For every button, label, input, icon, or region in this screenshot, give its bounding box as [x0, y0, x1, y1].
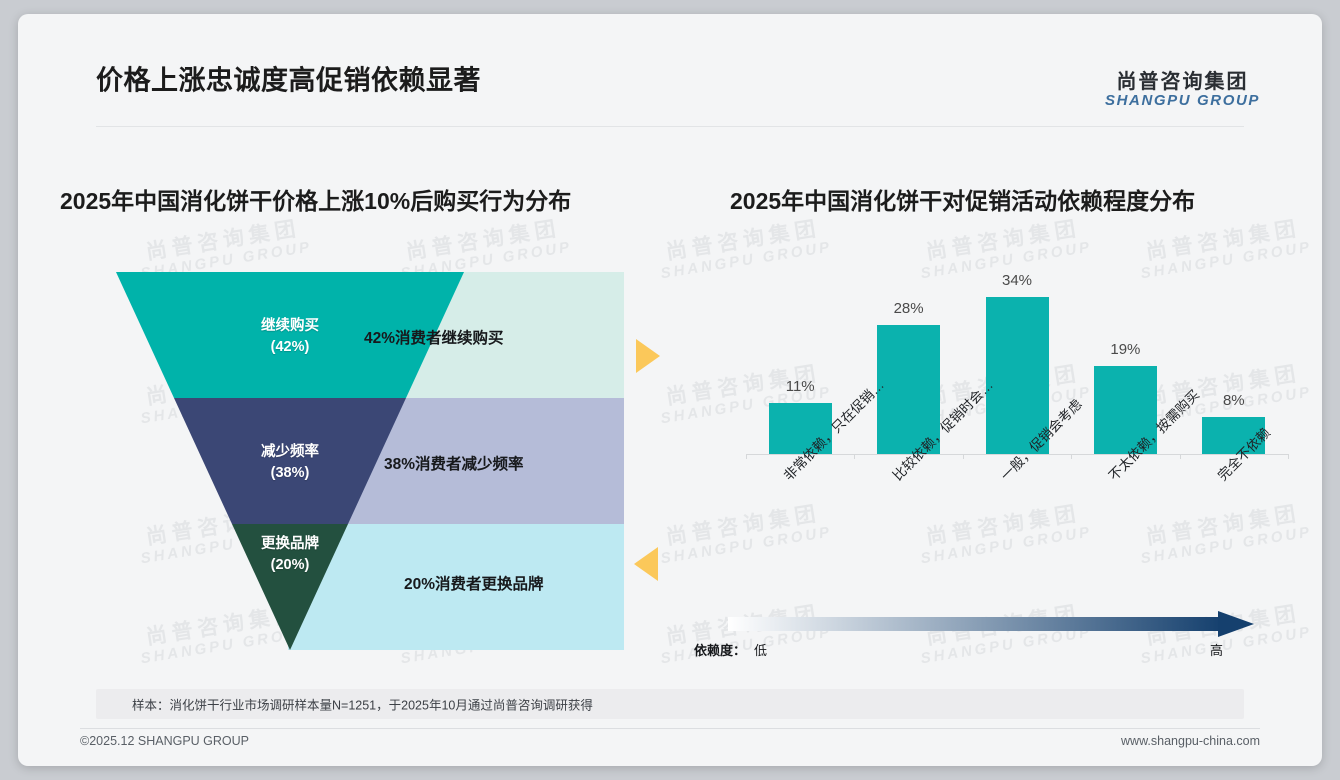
dependency-gradient-legend: 依赖度： 低 高 — [694, 610, 1274, 658]
bar-value-label-1: 28% — [893, 299, 924, 317]
funnel-label-value-1: (38%) — [270, 464, 310, 481]
bar-value-label-2: 34% — [1001, 271, 1033, 289]
funnel-segment-label-0: 继续购买 (42%) — [224, 316, 356, 357]
source-note-box: 样本：消化饼干行业市场调研样本量N=1251，于2025年10月通过尚普咨询调研… — [96, 689, 1244, 719]
funnel-label-value-0: (42%) — [270, 338, 310, 355]
logo-chinese-text: 尚普咨询集团 — [1116, 71, 1249, 93]
funnel-segment-label-2: 更换品牌 (20%) — [224, 534, 356, 575]
funnel-band-text-2: 20%消费者更换品牌 — [404, 576, 544, 593]
funnel-segment-0 — [116, 272, 464, 398]
x-axis-tick-end — [1288, 454, 1289, 459]
slide-canvas: 尚普咨询集团 SHANGPU GROUP 尚普咨询集团 SHANGPU GROUP 尚普… — [18, 14, 1322, 766]
bar-4 — [1202, 417, 1266, 454]
bar-value-label-3: 19% — [1110, 341, 1141, 359]
right-chart-subtitle: 2025年中国消化饼干对促销活动依赖程度分布 — [730, 188, 1196, 214]
x-axis-tick-1 — [854, 454, 856, 459]
funnel-band-text-1: 38%消费者减少频率 — [384, 456, 524, 473]
bar-2 — [985, 296, 1049, 454]
x-axis-tick-3 — [1071, 454, 1073, 459]
source-note-text: 样本：消化饼干行业市场调研样本量N=1251，于2025年10月通过尚普咨询调研… — [132, 698, 593, 713]
legend-caption: 依赖度： — [694, 643, 747, 658]
legend-low-label: 低 — [754, 643, 768, 658]
x-axis-tick-0 — [746, 454, 747, 459]
funnel-label-text-1: 减少频率 — [261, 444, 319, 460]
chart-x-axis — [746, 454, 1288, 455]
bar-chart-plot-area — [718, 254, 1298, 459]
bar-0 — [768, 403, 832, 454]
bar-value-label-0: 11% — [785, 378, 815, 396]
funnel-band-text-0: 42%消费者继续购买 — [364, 330, 504, 347]
company-logo: 尚普咨询集团 SHANGPU GROUP — [1105, 72, 1260, 109]
funnel-label-text-0: 继续购买 — [261, 318, 319, 334]
slide-header: 价格上涨忠诚度高促销依赖显著 尚普咨询集团 SHANGPU GROUP — [18, 14, 1322, 127]
footer-website[interactable]: www.shangpu-china.com — [1121, 734, 1260, 748]
funnel-chart: 继续购买 (42%) 减少频率 (38%) 更换品牌 (20%) 42%消费者继… — [116, 272, 624, 650]
dependency-bar-chart: 11% 28% 34% 19% 8% 非常依赖，只在促销… 比较依赖，促销时会… 一般，促销… — [718, 254, 1298, 594]
bar-value-label-4: 8% — [1222, 392, 1245, 409]
funnel-segment-2 — [232, 524, 348, 650]
footer-copyright: ©2025.12 SHANGPU GROUP — [80, 734, 249, 748]
bar-3 — [1093, 366, 1157, 454]
legend-high-label: 高 — [1210, 643, 1224, 658]
x-axis-tick-4 — [1179, 454, 1181, 459]
gradient-arrow-icon — [728, 611, 1254, 637]
funnel-segment-label-1: 减少频率 (38%) — [224, 442, 356, 483]
footer-divider — [80, 728, 1260, 729]
page-title: 价格上涨忠诚度高促销依赖显著 — [96, 65, 481, 96]
x-axis-tick-2 — [962, 454, 964, 459]
funnel-band-2 — [288, 524, 624, 650]
funnel-label-value-2: (20%) — [270, 556, 310, 573]
funnel-segment-1 — [174, 398, 406, 524]
marker-triangle-left-icon — [634, 547, 658, 581]
title-divider — [96, 126, 1244, 127]
funnel-shapes — [116, 272, 624, 650]
marker-triangle-right-icon — [636, 339, 660, 373]
left-chart-subtitle: 2025年中国消化饼干价格上涨10%后购买行为分布 — [60, 188, 572, 214]
funnel-label-text-2: 更换品牌 — [261, 536, 319, 552]
logo-english-text: SHANGPU GROUP — [1105, 92, 1260, 109]
bar-1 — [877, 324, 941, 454]
